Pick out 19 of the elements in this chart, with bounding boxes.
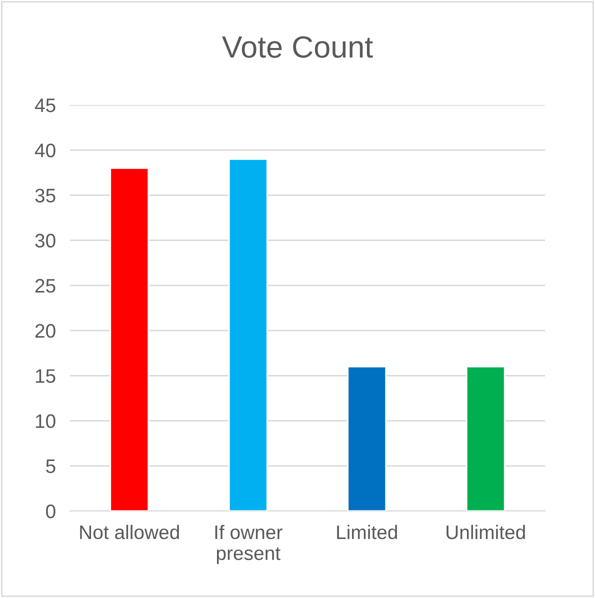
y-tick-label: 10 (36, 414, 56, 428)
y-tick-label: 25 (35, 278, 56, 293)
x-tick-label: If owner present (215, 524, 282, 564)
y-tick-label: 30 (35, 234, 56, 248)
x-tick-label: Limited (337, 524, 397, 540)
x-tick-label: Not allowed (80, 524, 179, 540)
chart-title: Vote Count (222, 36, 373, 58)
y-tick-label: 45 (34, 98, 56, 112)
bar (466, 366, 506, 511)
y-tick-label: 15 (36, 369, 56, 383)
y-tick-label: 40 (34, 144, 56, 158)
y-tick-label: 35 (35, 188, 56, 202)
bar (347, 366, 387, 511)
bar (228, 158, 268, 511)
y-tick-label: 5 (46, 460, 56, 474)
y-tick-label: 0 (46, 504, 56, 518)
y-tick-label: 20 (35, 324, 56, 338)
x-tick-label: Unlimited (446, 524, 525, 540)
bar (110, 167, 150, 511)
